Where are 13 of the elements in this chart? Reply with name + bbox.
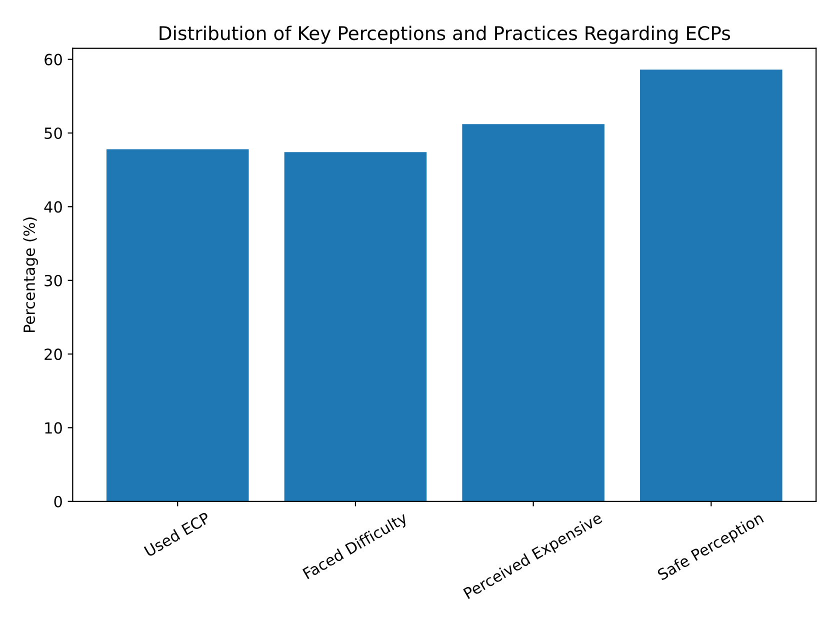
bar: [284, 152, 427, 502]
y-tick-label: 10: [45, 422, 62, 434]
bar: [106, 149, 249, 502]
bar: [462, 124, 604, 502]
y-tick-label: 0: [54, 496, 62, 508]
y-axis-title: Percentage (%): [23, 218, 38, 332]
chart-title: Distribution of Key Perceptions and Practices Regarding ECPs: [160, 26, 730, 44]
y-tick-label: 50: [44, 127, 62, 140]
y-tick-label: 30: [44, 274, 62, 286]
y-tick-label: 60: [44, 54, 62, 66]
y-tick-label: 20: [44, 348, 62, 360]
y-tick-label: 40: [44, 201, 62, 213]
bar: [640, 70, 782, 502]
